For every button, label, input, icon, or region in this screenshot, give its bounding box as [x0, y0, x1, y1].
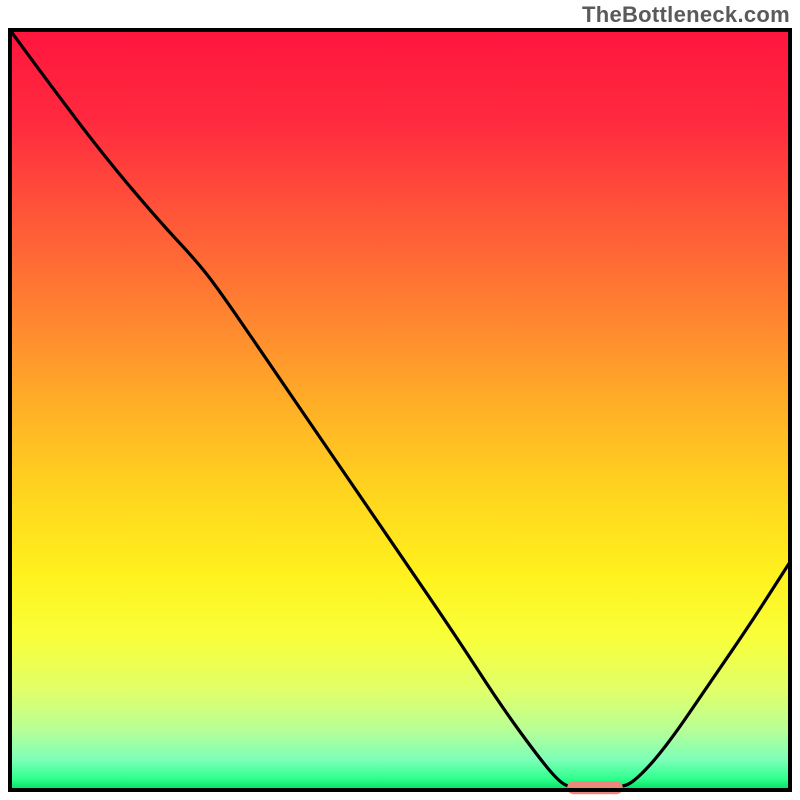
bottleneck-chart: [0, 0, 800, 800]
watermark-text: TheBottleneck.com: [582, 2, 790, 28]
chart-container: TheBottleneck.com: [0, 0, 800, 800]
plot-background: [10, 30, 790, 790]
